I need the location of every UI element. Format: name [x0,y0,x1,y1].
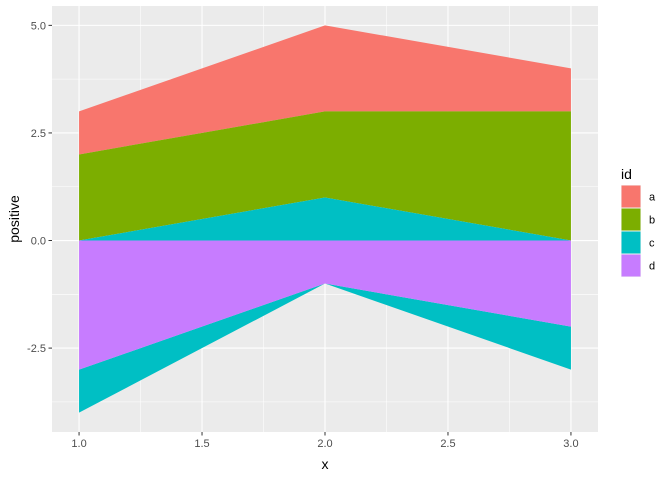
x-tick-label: 2.0 [317,438,332,450]
legend-swatch-c [621,231,641,254]
x-axis-title: x [322,456,329,472]
x-tick-label: 2.5 [440,438,455,450]
area-d [79,240,571,370]
x-tick-label: 1.5 [194,438,209,450]
x-tick-label: 3.0 [563,438,578,450]
y-axis-title: positive [6,195,22,243]
legend-label-a: a [649,192,656,204]
area-c [79,197,571,241]
area-a [79,25,571,155]
legend-title: id [621,166,632,182]
area-c-negative [79,283,571,413]
x-axis: 1.0 1.5 2.0 2.5 3.0 [71,432,579,450]
legend-swatch-d [621,254,641,277]
x-tick-label: 1.0 [71,438,86,450]
legend-label-d: d [649,261,655,273]
legend-label-b: b [649,215,655,227]
legend-label-c: c [649,238,655,250]
y-tick-label: 2.5 [31,128,46,140]
legend-swatch-a [621,185,641,208]
area-series [79,25,571,413]
y-axis: -2.5 0.0 2.5 5.0 [27,20,52,355]
y-tick-label: -2.5 [27,343,46,355]
y-tick-label: 0.0 [31,236,46,248]
legend-swatch-b [621,208,641,231]
y-tick-label: 5.0 [31,20,46,32]
area-b [79,111,571,241]
